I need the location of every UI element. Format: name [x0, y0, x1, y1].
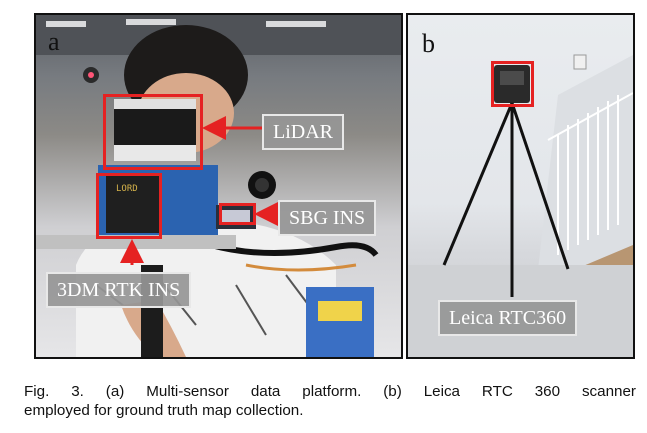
- lidar-label: LiDAR: [262, 114, 344, 150]
- panel-b-photo: b Leica RTC360: [406, 13, 635, 359]
- caption-line-1: Fig. 3. (a) Multi-sensor data platform. …: [24, 383, 636, 400]
- scanner-highlight-box: [491, 61, 534, 107]
- caption-line-2: employed for ground truth map collection…: [24, 402, 304, 419]
- panel-a-letter: a: [48, 27, 60, 56]
- panel-b-letter: b: [422, 29, 435, 58]
- rtk-ins-label: 3DM RTK INS: [46, 272, 192, 308]
- lidar-highlight-box: [103, 94, 203, 170]
- leica-rtc360-label: Leica RTC360: [438, 300, 578, 336]
- figure-caption: Fig. 3. (a) Multi-sensor data platform. …: [24, 382, 636, 420]
- rtk-highlight-box: [96, 173, 162, 239]
- panel-a-photo: LORD a LiDAR SBG INS 3DM RTK INS: [34, 13, 403, 359]
- lord-text: LORD: [116, 184, 138, 194]
- sbg-ins-label: SBG INS: [278, 200, 377, 236]
- annotation-arrows: [120, 116, 278, 265]
